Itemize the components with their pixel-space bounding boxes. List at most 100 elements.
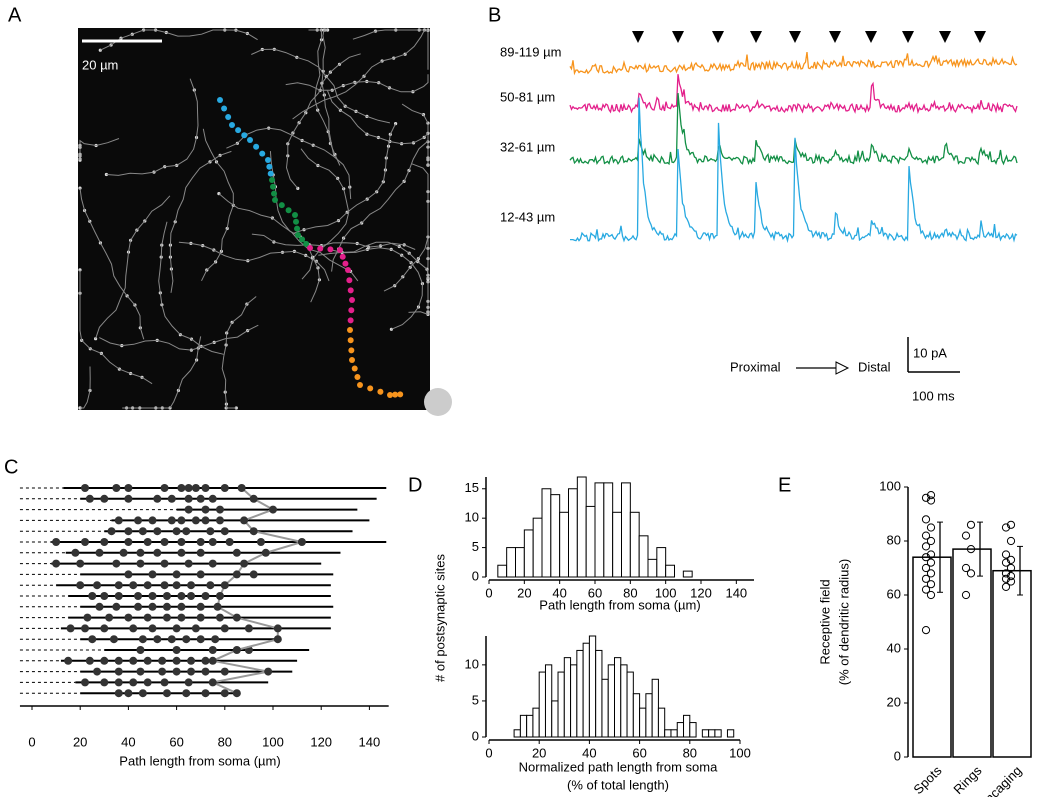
point <box>921 542 931 551</box>
site <box>172 656 181 665</box>
site <box>100 624 109 633</box>
arrow-head <box>835 361 850 375</box>
scale-label: 10 pA <box>913 345 947 360</box>
site <box>196 538 205 546</box>
site <box>112 602 121 611</box>
site-dot <box>229 122 235 128</box>
boundary-site <box>273 624 282 633</box>
site <box>184 505 193 514</box>
bar <box>657 707 666 738</box>
y-tick-label: 80 <box>887 532 901 547</box>
y-axis-label: # of postsynaptic sites <box>432 554 447 682</box>
site <box>148 570 157 579</box>
point <box>961 590 971 600</box>
x-tick-label: Spots <box>910 763 944 797</box>
site <box>172 527 181 536</box>
site-dot <box>387 392 393 398</box>
bar <box>651 678 659 738</box>
site <box>81 624 90 633</box>
boundary-site <box>220 581 229 590</box>
site <box>124 613 133 622</box>
boundary-site <box>249 527 258 536</box>
site <box>109 635 118 644</box>
site <box>134 592 143 600</box>
site <box>114 678 123 687</box>
y-tick-label: 20 <box>887 694 901 709</box>
y-tick-label: 10 <box>465 510 479 525</box>
bar <box>568 488 578 578</box>
bar <box>714 729 722 738</box>
site-dot <box>294 225 301 232</box>
stim-marker <box>974 31 986 43</box>
x-tick-label: Uncaging <box>975 763 1024 797</box>
site <box>114 581 123 590</box>
y-tick-label: 40 <box>887 640 901 655</box>
site <box>129 678 138 687</box>
site-dot <box>347 317 354 324</box>
dendrite <box>95 195 171 339</box>
site-dot <box>295 232 301 238</box>
bar <box>682 570 693 578</box>
site <box>215 516 224 525</box>
site <box>95 602 104 611</box>
bar <box>992 569 1032 758</box>
point <box>921 553 931 562</box>
site-dot <box>299 236 306 243</box>
site <box>136 646 145 654</box>
site <box>208 538 217 546</box>
bar <box>513 729 521 738</box>
bar <box>526 714 534 738</box>
site <box>187 667 196 676</box>
boundary-site <box>249 494 258 503</box>
point <box>921 574 931 583</box>
site-dot <box>348 347 355 354</box>
boundary-site <box>208 656 217 665</box>
site <box>114 516 123 525</box>
bar <box>612 511 623 578</box>
bar <box>601 678 609 738</box>
site <box>220 689 229 698</box>
point <box>1001 582 1011 592</box>
site <box>83 613 92 622</box>
site-dot <box>349 297 355 303</box>
point <box>1001 558 1011 567</box>
dendrite <box>292 123 397 235</box>
site-dot <box>377 388 384 395</box>
site <box>76 559 85 568</box>
site <box>148 624 157 633</box>
site <box>105 613 114 622</box>
boundary-site <box>269 505 277 514</box>
site <box>220 667 229 676</box>
bar <box>912 556 952 758</box>
site <box>177 602 186 611</box>
site <box>172 570 181 579</box>
point <box>1006 572 1016 581</box>
dendrite <box>401 103 429 167</box>
x-tick-label: 20 <box>532 745 546 760</box>
site <box>148 516 157 525</box>
site-dot <box>345 267 351 273</box>
trace <box>569 74 1018 115</box>
site <box>160 559 169 568</box>
site <box>187 592 196 600</box>
site <box>201 667 210 676</box>
point <box>926 558 936 567</box>
site <box>206 527 215 536</box>
panel-label: E <box>778 474 791 496</box>
boundary-site <box>273 635 282 644</box>
panel-label: D <box>408 474 422 496</box>
site-dot <box>347 337 354 344</box>
site <box>249 570 258 579</box>
x-axis-label: Normalized path length from soma <box>519 759 718 774</box>
panel-label: B <box>488 4 501 26</box>
point <box>921 515 931 524</box>
bar <box>639 707 647 738</box>
bar <box>632 693 641 738</box>
dendrite <box>100 29 258 51</box>
site <box>100 592 109 600</box>
site <box>220 527 229 536</box>
site <box>153 548 162 557</box>
site <box>138 527 147 536</box>
site-dot <box>392 391 399 398</box>
site <box>177 538 186 546</box>
